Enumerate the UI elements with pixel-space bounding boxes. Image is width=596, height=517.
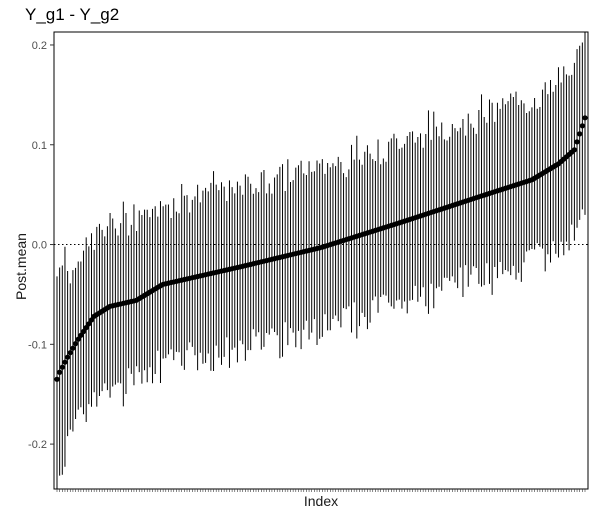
panel-border	[53, 31, 589, 490]
post-mean-point	[54, 376, 60, 382]
x-axis-label: Index	[303, 493, 339, 509]
post-mean-point	[65, 354, 71, 360]
post-mean-point	[62, 359, 68, 365]
post-mean-point	[80, 328, 87, 335]
post-mean-point	[577, 131, 583, 137]
post-mean-point	[78, 332, 84, 338]
post-mean-point	[579, 123, 585, 129]
post-mean-point	[57, 369, 63, 375]
y-tick-label: 0.0	[32, 240, 47, 252]
post-mean-point	[72, 341, 79, 347]
post-mean-point	[67, 350, 73, 356]
y-tick-label: -0.1	[28, 339, 47, 351]
post-mean-point	[86, 321, 92, 327]
post-mean-point	[574, 139, 580, 145]
post-mean-point	[571, 147, 577, 153]
chart-title: Y_g1 - Y_g2	[25, 5, 120, 24]
post-mean-point	[88, 317, 95, 323]
post-mean-point	[59, 364, 65, 370]
post-mean-point	[70, 345, 76, 351]
post-mean-point	[83, 325, 89, 331]
post-mean-point	[75, 336, 81, 342]
y-tick-label: 0.1	[32, 140, 47, 152]
y-tick-label: 0.2	[32, 40, 47, 52]
post-mean-point	[582, 115, 588, 121]
y-tick-label: -0.2	[28, 439, 47, 451]
